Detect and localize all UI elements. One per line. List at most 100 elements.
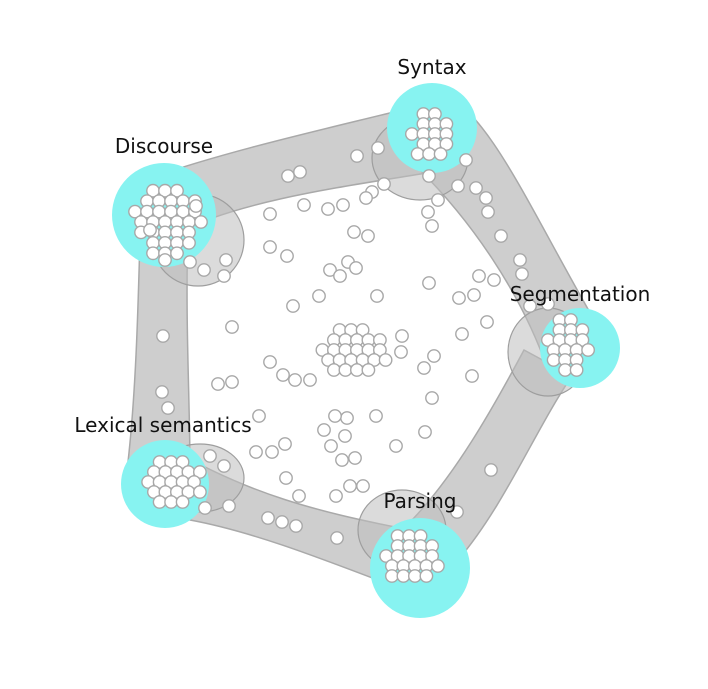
document-node[interactable] bbox=[422, 147, 436, 161]
document-node[interactable] bbox=[225, 320, 239, 334]
document-node[interactable] bbox=[338, 363, 353, 377]
document-node[interactable] bbox=[430, 559, 445, 573]
document-node[interactable] bbox=[317, 423, 331, 437]
document-node[interactable] bbox=[265, 445, 279, 459]
document-node[interactable] bbox=[484, 463, 498, 477]
document-node[interactable] bbox=[217, 459, 231, 473]
document-node[interactable] bbox=[292, 489, 306, 503]
document-node[interactable] bbox=[452, 291, 466, 305]
document-node[interactable] bbox=[407, 569, 422, 583]
document-node[interactable] bbox=[198, 501, 212, 515]
document-node[interactable] bbox=[396, 569, 411, 583]
document-node[interactable] bbox=[249, 445, 263, 459]
document-node[interactable] bbox=[419, 569, 434, 583]
document-node[interactable] bbox=[581, 343, 595, 357]
document-node[interactable] bbox=[335, 453, 349, 467]
document-node[interactable] bbox=[389, 439, 403, 453]
document-node[interactable] bbox=[343, 479, 357, 493]
document-node[interactable] bbox=[182, 235, 196, 250]
document-node[interactable] bbox=[222, 499, 236, 513]
document-node[interactable] bbox=[155, 385, 169, 399]
document-node[interactable] bbox=[192, 485, 207, 499]
document-node[interactable] bbox=[192, 465, 207, 479]
document-node[interactable] bbox=[143, 223, 157, 237]
document-node[interactable] bbox=[328, 409, 342, 423]
document-node[interactable] bbox=[321, 202, 335, 216]
document-node[interactable] bbox=[293, 165, 307, 179]
document-node[interactable] bbox=[297, 198, 311, 212]
document-node[interactable] bbox=[263, 355, 277, 369]
document-node[interactable] bbox=[146, 246, 160, 261]
document-node[interactable] bbox=[394, 345, 408, 359]
document-node[interactable] bbox=[546, 353, 561, 367]
document-node[interactable] bbox=[278, 437, 292, 451]
document-node[interactable] bbox=[359, 191, 373, 205]
document-node[interactable] bbox=[276, 368, 290, 382]
document-node[interactable] bbox=[203, 449, 217, 463]
document-node[interactable] bbox=[481, 205, 495, 219]
document-node[interactable] bbox=[450, 505, 464, 519]
document-node[interactable] bbox=[175, 495, 190, 509]
document-node[interactable] bbox=[439, 137, 454, 151]
document-node[interactable] bbox=[194, 215, 208, 229]
document-node[interactable] bbox=[340, 411, 354, 425]
document-node[interactable] bbox=[312, 289, 326, 303]
document-node[interactable] bbox=[158, 253, 172, 267]
document-node[interactable] bbox=[558, 363, 572, 377]
document-node[interactable] bbox=[289, 519, 303, 533]
document-node[interactable] bbox=[395, 329, 409, 343]
document-node[interactable] bbox=[263, 207, 277, 221]
document-node[interactable] bbox=[472, 269, 486, 283]
document-node[interactable] bbox=[369, 409, 383, 423]
document-node[interactable] bbox=[455, 327, 469, 341]
document-node[interactable] bbox=[513, 253, 527, 267]
document-node[interactable] bbox=[156, 329, 170, 343]
document-node[interactable] bbox=[431, 193, 445, 207]
document-node[interactable] bbox=[469, 181, 483, 195]
document-node[interactable] bbox=[338, 429, 352, 443]
document-node[interactable] bbox=[421, 205, 435, 219]
document-node[interactable] bbox=[349, 363, 364, 377]
document-node[interactable] bbox=[480, 315, 494, 329]
document-node[interactable] bbox=[152, 495, 167, 509]
document-node[interactable] bbox=[418, 425, 432, 439]
document-node[interactable] bbox=[349, 261, 363, 275]
document-node[interactable] bbox=[361, 229, 375, 243]
document-node[interactable] bbox=[197, 263, 211, 277]
document-node[interactable] bbox=[281, 169, 295, 183]
document-node[interactable] bbox=[523, 299, 537, 313]
document-node[interactable] bbox=[427, 349, 441, 363]
document-node[interactable] bbox=[286, 299, 300, 313]
document-node[interactable] bbox=[280, 249, 294, 263]
document-node[interactable] bbox=[410, 147, 425, 161]
document-node[interactable] bbox=[263, 240, 277, 254]
document-node[interactable] bbox=[288, 373, 302, 387]
document-node[interactable] bbox=[326, 363, 341, 377]
document-node[interactable] bbox=[211, 377, 225, 391]
document-node[interactable] bbox=[170, 183, 184, 198]
document-node[interactable] bbox=[378, 353, 393, 367]
document-node[interactable] bbox=[275, 515, 289, 529]
document-node[interactable] bbox=[333, 269, 347, 283]
document-node[interactable] bbox=[487, 273, 501, 287]
document-node[interactable] bbox=[417, 361, 431, 375]
document-node[interactable] bbox=[425, 219, 439, 233]
document-node[interactable] bbox=[219, 253, 233, 267]
document-node[interactable] bbox=[541, 297, 555, 311]
document-node[interactable] bbox=[330, 531, 344, 545]
document-node[interactable] bbox=[252, 409, 266, 423]
document-node[interactable] bbox=[329, 489, 343, 503]
document-node[interactable] bbox=[370, 289, 384, 303]
document-node[interactable] bbox=[494, 229, 508, 243]
document-node[interactable] bbox=[384, 569, 399, 583]
document-node[interactable] bbox=[164, 495, 179, 509]
document-node[interactable] bbox=[361, 363, 376, 377]
document-node[interactable] bbox=[425, 391, 439, 405]
document-node[interactable] bbox=[356, 479, 370, 493]
document-node[interactable] bbox=[324, 439, 338, 453]
document-node[interactable] bbox=[336, 198, 350, 212]
document-node[interactable] bbox=[569, 363, 584, 377]
document-node[interactable] bbox=[189, 199, 203, 213]
document-node[interactable] bbox=[371, 141, 385, 155]
document-node[interactable] bbox=[465, 369, 479, 383]
